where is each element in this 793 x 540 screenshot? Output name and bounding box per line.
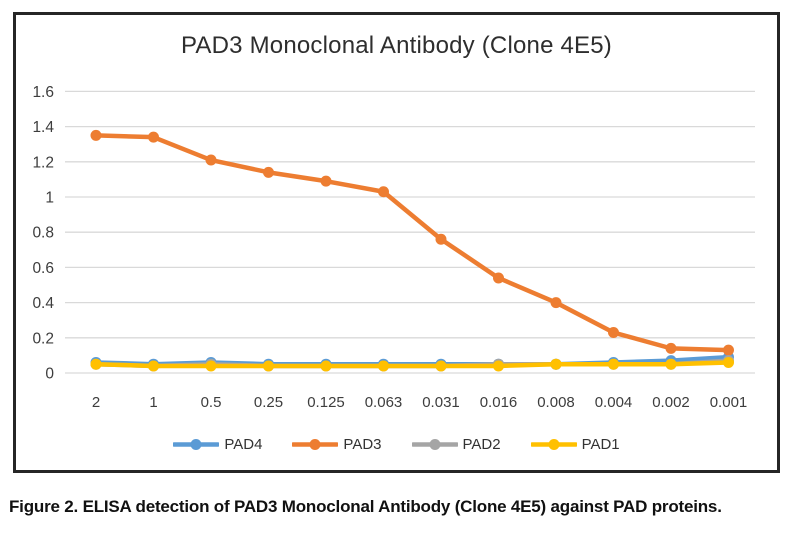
chart-frame: PAD3 Monoclonal Antibody (Clone 4E5) 0 0.… <box>13 12 780 473</box>
data-point-PAD3 <box>148 131 159 143</box>
y-tick-label: 1.2 <box>32 154 54 171</box>
x-tick-label: 0.25 <box>254 394 283 411</box>
data-point-PAD3 <box>263 166 274 178</box>
data-point-PAD3 <box>665 342 677 354</box>
legend-label: PAD1 <box>581 436 620 453</box>
series-line-PAD3 <box>93 133 731 353</box>
data-point-PAD3 <box>205 154 217 166</box>
data-point-PAD3 <box>550 297 562 309</box>
x-tick-label: 0.063 <box>365 394 403 411</box>
legend-item-pad4: PAD4 <box>173 436 262 453</box>
data-point-PAD1 <box>723 356 734 368</box>
y-tick-label: 0.2 <box>32 330 54 347</box>
data-point-PAD1 <box>90 358 102 370</box>
x-tick-label: 0.002 <box>652 394 690 411</box>
plot-area: 0 0.2 0.4 0.6 0.8 1 1.2 1.4 1.6 2 1 0.5 0.25 0.125 0.0… <box>32 84 755 411</box>
x-tick-label: 0.5 <box>201 394 222 411</box>
data-point-PAD3 <box>90 129 102 141</box>
legend-marker-icon <box>173 439 220 450</box>
data-point-PAD1 <box>263 360 274 372</box>
x-tick-label: 0.031 <box>422 394 460 411</box>
figure-caption: Figure 2. ELISA detection of PAD3 Monocl… <box>9 497 722 516</box>
x-tick-label: 0.008 <box>537 394 575 411</box>
legend-item-pad3: PAD3 <box>292 436 382 453</box>
x-tick-label: 0.016 <box>480 394 518 411</box>
y-tick-label: 0.4 <box>32 295 54 312</box>
chart-title: PAD3 Monoclonal Antibody (Clone 4E5) <box>181 32 612 59</box>
data-point-PAD1 <box>550 358 562 370</box>
y-tick-label: 1 <box>45 190 54 207</box>
x-tick-label: 0.125 <box>307 394 345 411</box>
data-point-PAD3 <box>435 233 447 245</box>
x-tick-label: 0.001 <box>710 394 748 411</box>
data-point-PAD1 <box>378 360 389 372</box>
legend-label: PAD3 <box>343 436 382 453</box>
data-point-PAD3 <box>608 327 619 339</box>
y-tick-label: 0 <box>45 366 54 383</box>
data-point-PAD3 <box>320 175 332 187</box>
data-point-PAD1 <box>320 360 332 372</box>
data-point-PAD1 <box>608 358 619 370</box>
data-point-PAD3 <box>723 344 734 356</box>
data-point-PAD1 <box>205 360 217 372</box>
y-tick-label: 1.4 <box>32 119 54 136</box>
data-point-PAD3 <box>378 186 389 198</box>
x-tick-label: 2 <box>92 394 100 411</box>
y-tick-label: 1.6 <box>32 84 54 101</box>
legend-marker-icon <box>530 439 577 450</box>
x-tick-label: 1 <box>149 394 157 411</box>
data-point-PAD1 <box>148 360 159 372</box>
series-line-PAD1 <box>93 360 731 369</box>
y-tick-label: 0.8 <box>32 225 54 242</box>
legend-label: PAD2 <box>462 436 501 453</box>
data-point-PAD1 <box>493 360 504 372</box>
legend-item-pad1: PAD1 <box>530 436 620 453</box>
x-tick-label: 0.004 <box>595 394 633 411</box>
y-tick-label: 0.6 <box>32 260 54 277</box>
legend-marker-icon <box>411 439 458 450</box>
data-point-PAD1 <box>665 358 677 370</box>
legend-label: PAD4 <box>224 436 263 453</box>
legend-item-pad2: PAD2 <box>411 436 501 453</box>
legend: PAD4 PAD3 PAD2 PAD1 <box>16 436 777 453</box>
data-point-PAD1 <box>435 360 447 372</box>
legend-marker-icon <box>292 439 339 450</box>
data-point-PAD3 <box>493 272 504 284</box>
